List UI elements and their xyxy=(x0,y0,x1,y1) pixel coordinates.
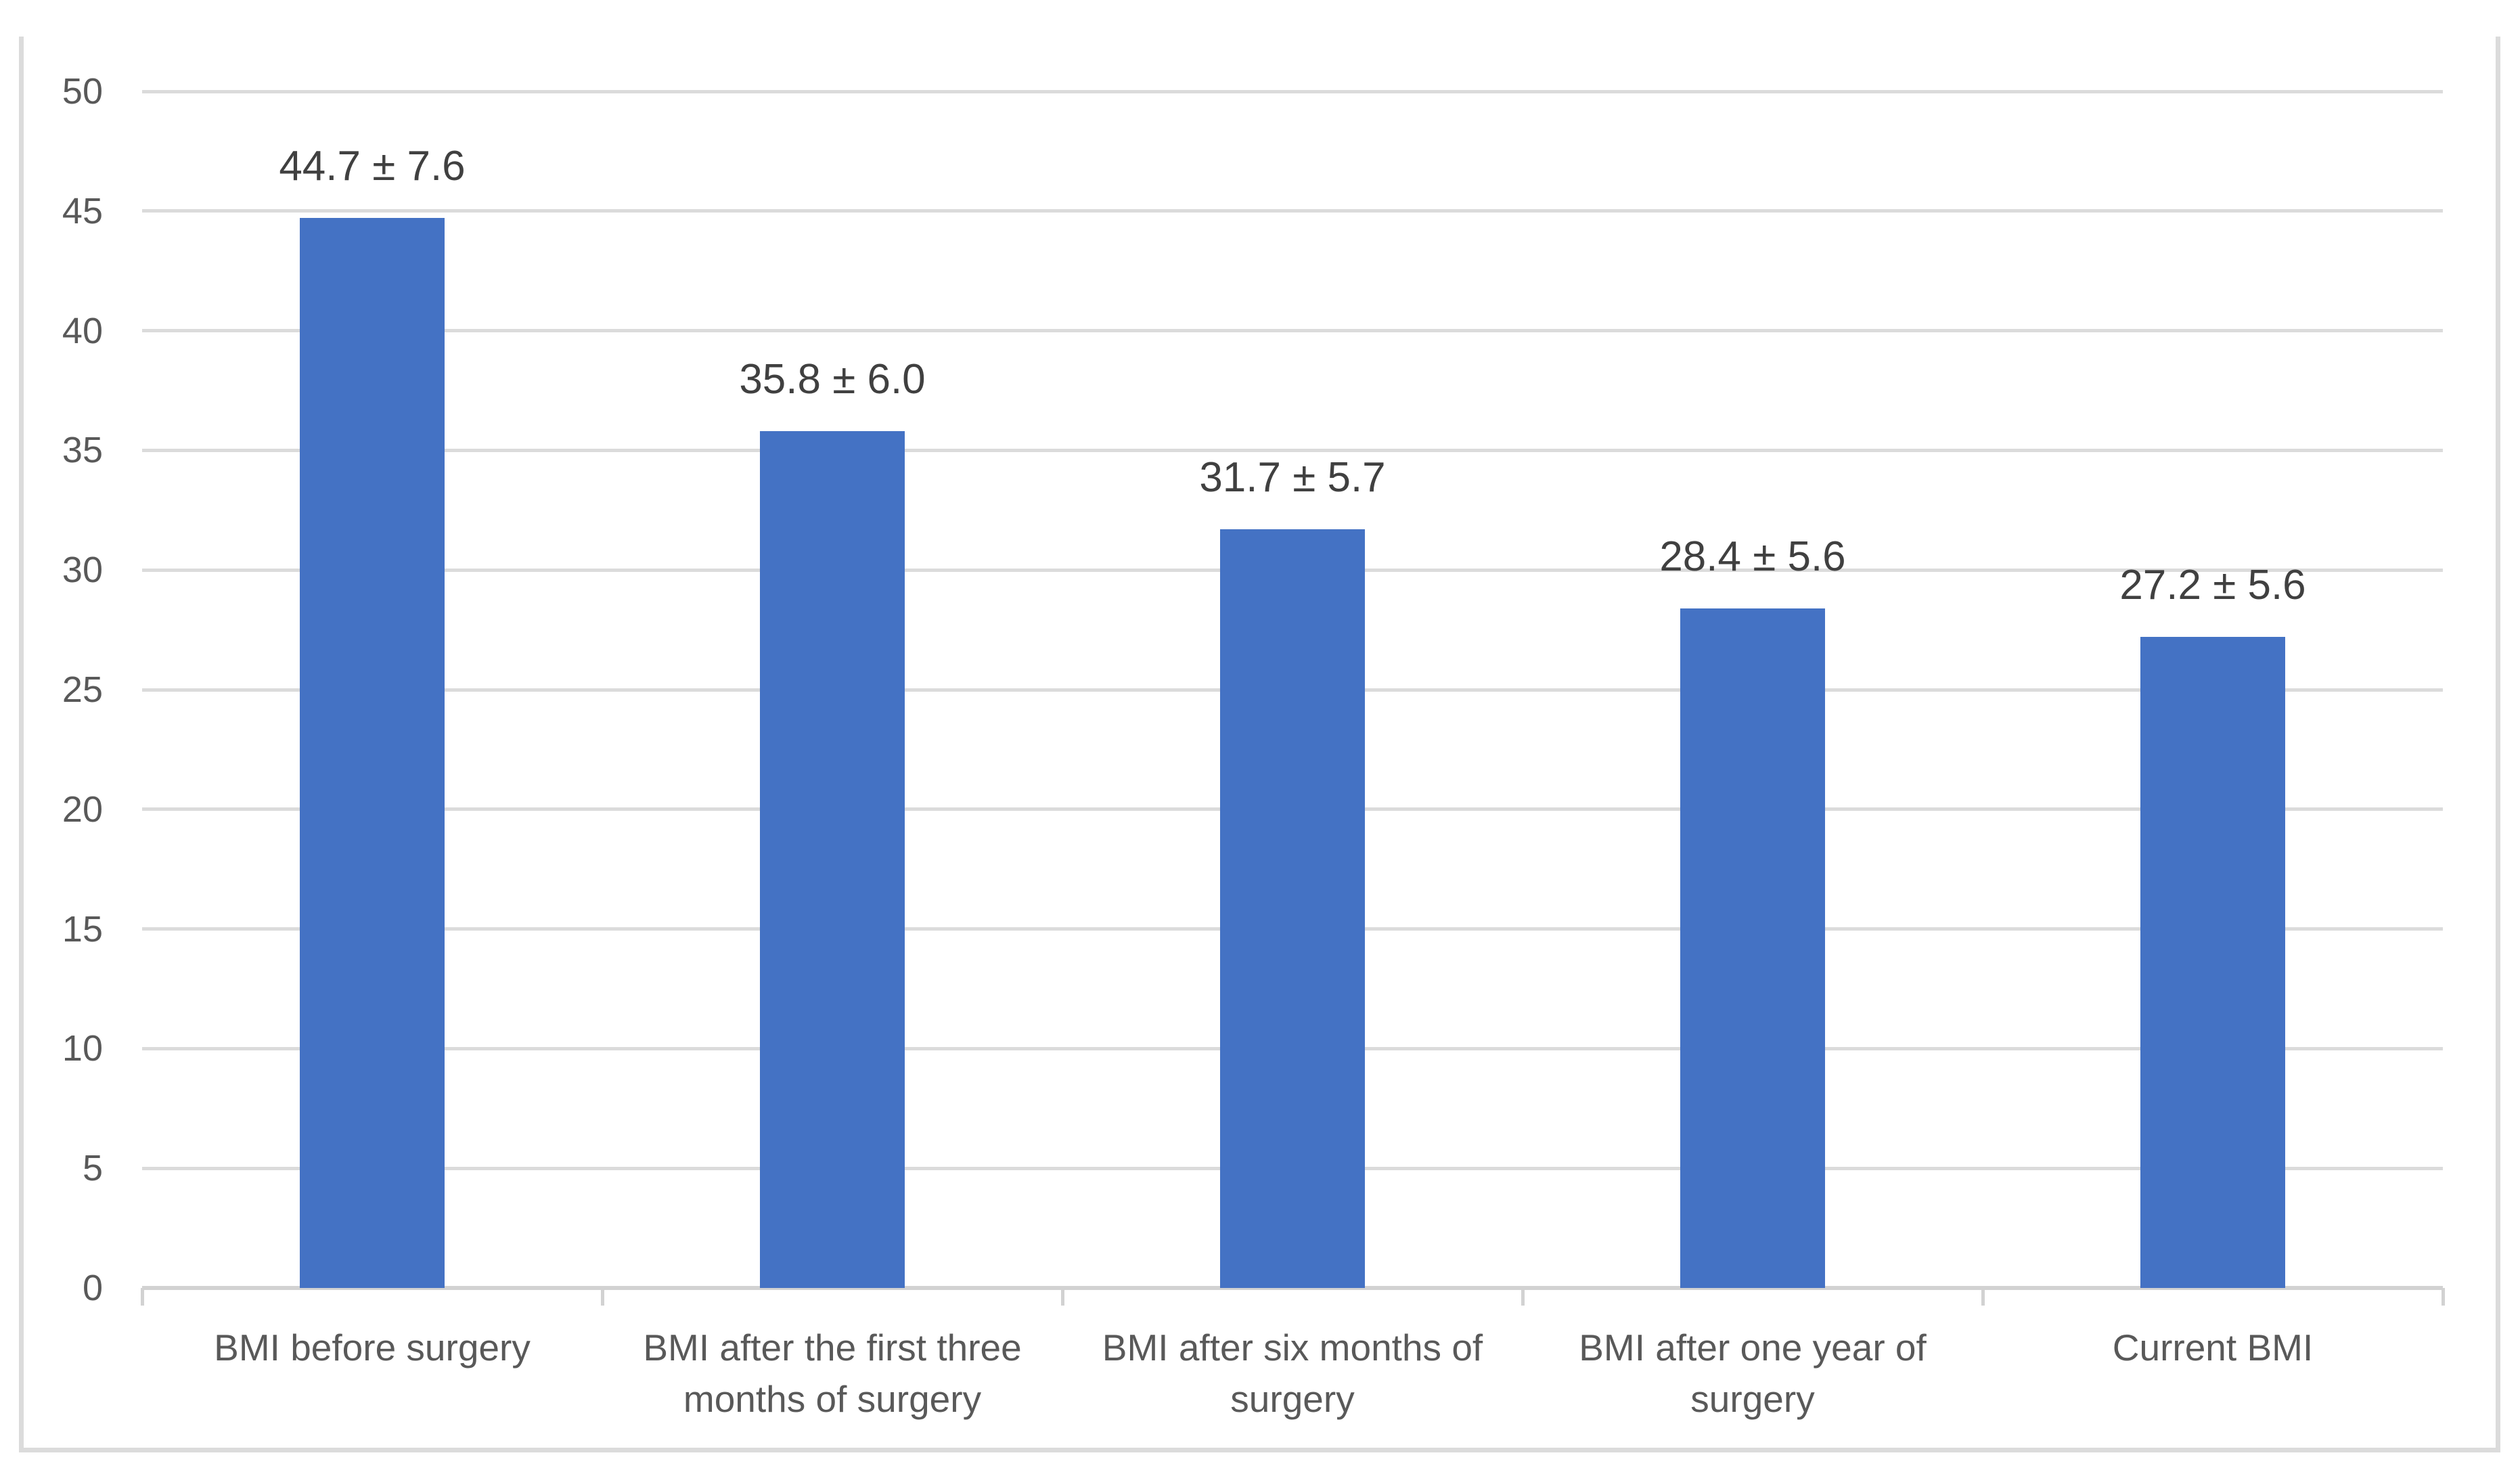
category-axis-label: Current BMI xyxy=(2112,1327,2314,1369)
bar-value-label: 35.8 ± 6.0 xyxy=(739,356,926,403)
gridline xyxy=(142,329,2443,333)
x-axis-tick-mark xyxy=(1521,1288,1525,1306)
category-axis-label: BMI after the first three months of surg… xyxy=(643,1327,1022,1420)
y-axis-tick-label: 50 xyxy=(62,71,103,112)
x-axis-tick-mark xyxy=(1060,1288,1064,1306)
bar-value-label: 28.4 ± 5.6 xyxy=(1659,533,1846,580)
y-axis-tick-label: 30 xyxy=(62,550,103,591)
chart-frame xyxy=(19,37,2500,1452)
x-axis-tick-mark xyxy=(2441,1288,2445,1306)
bar xyxy=(300,218,445,1288)
y-axis-tick-label: 20 xyxy=(62,788,103,830)
bar-value-label: 27.2 ± 5.6 xyxy=(2119,562,2306,609)
y-axis-tick-label: 25 xyxy=(62,669,103,710)
y-axis-tick-label: 10 xyxy=(62,1028,103,1069)
y-axis-tick-label: 0 xyxy=(82,1268,103,1308)
x-axis-tick-mark xyxy=(140,1288,144,1306)
y-axis-tick-label: 35 xyxy=(62,430,103,471)
gridline xyxy=(142,448,2443,452)
bar-value-label: 31.7 ± 5.7 xyxy=(1199,454,1386,502)
category-axis-label: BMI before surgery xyxy=(214,1327,531,1369)
y-axis-tick-label: 45 xyxy=(62,190,103,231)
category-axis-label: BMI after one year of surgery xyxy=(1579,1327,1927,1420)
bar xyxy=(1680,608,1825,1288)
category-axis-label: BMI after six months of surgery xyxy=(1102,1327,1483,1420)
bar-value-label: 44.7 ± 7.6 xyxy=(279,143,466,190)
gridline xyxy=(142,89,2443,93)
y-axis-tick-label: 5 xyxy=(82,1148,103,1189)
y-axis-tick-label: 40 xyxy=(62,310,103,351)
x-axis-tick-mark xyxy=(1981,1288,1985,1306)
x-axis-line xyxy=(142,1286,2443,1290)
bar xyxy=(1220,529,1365,1288)
x-axis-tick-mark xyxy=(600,1288,604,1306)
bar xyxy=(760,431,905,1288)
gridline xyxy=(142,209,2443,213)
bar xyxy=(2140,637,2285,1288)
y-axis-tick-label: 15 xyxy=(62,908,103,950)
